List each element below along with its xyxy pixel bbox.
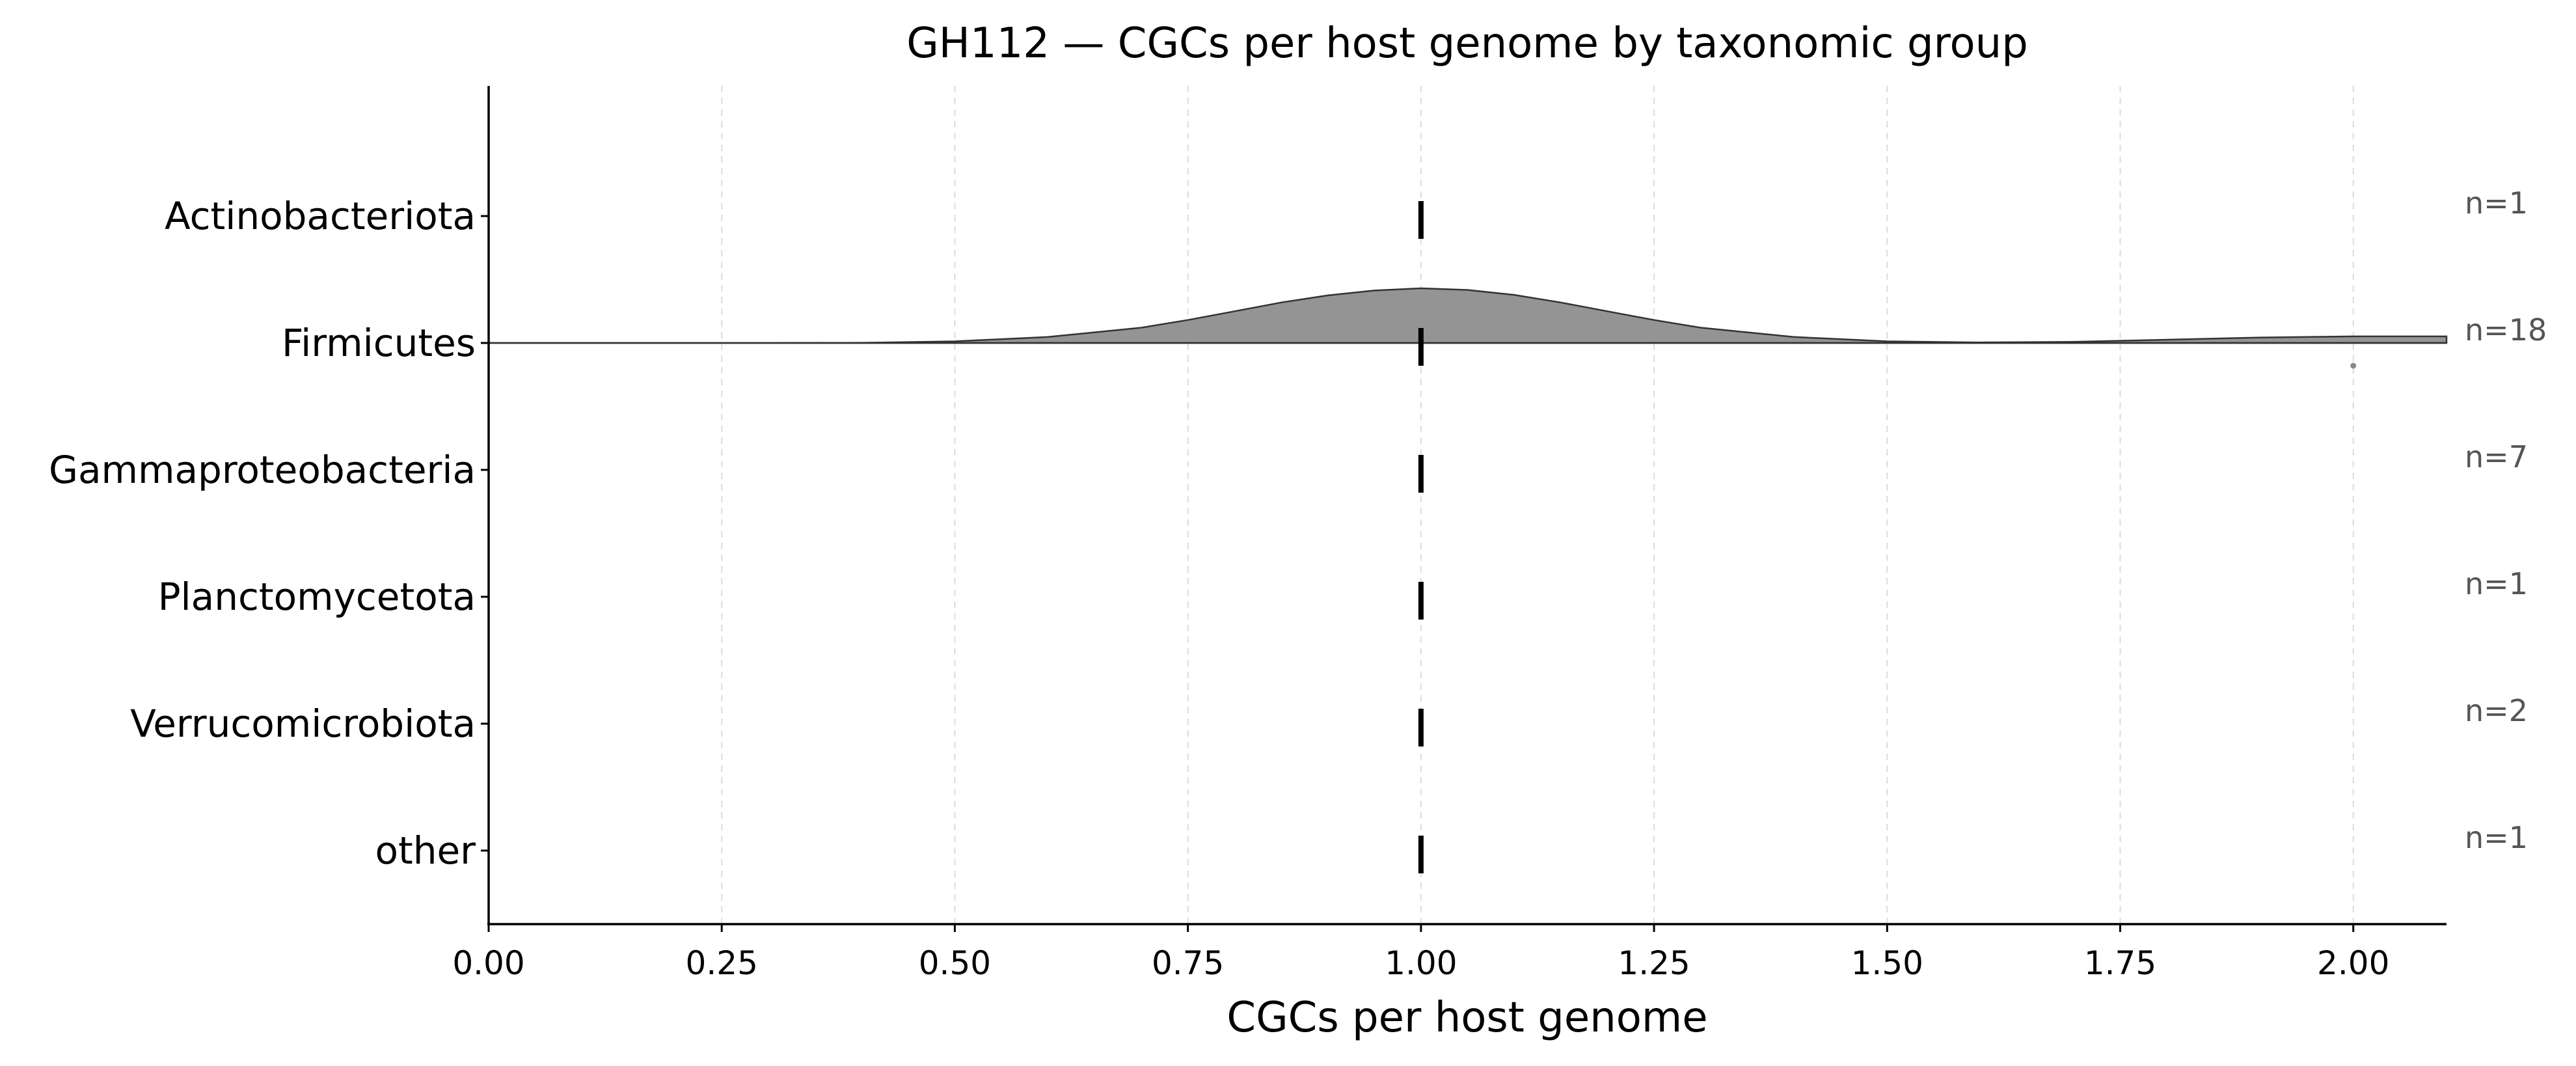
grid-lines xyxy=(721,86,2354,924)
count-label-5: n=1 xyxy=(2465,820,2528,855)
x-tick-label-7: 1.75 xyxy=(2084,944,2156,982)
category-label-3: Planctomycetota xyxy=(158,575,476,619)
x-tick-label-0: 0.00 xyxy=(452,944,524,982)
outlier-point-0 xyxy=(2350,362,2357,369)
category-labels: Actinobacteriota Firmicutes Gammaproteobac… xyxy=(49,194,489,873)
count-label-0: n=1 xyxy=(2465,185,2528,221)
category-label-1: Firmicutes xyxy=(282,321,476,365)
density-curves xyxy=(489,287,2448,344)
outlier-points xyxy=(2350,362,2357,369)
category-label-4: Verrucomicrobiota xyxy=(130,702,476,746)
x-tick-label-8: 2.00 xyxy=(2317,944,2389,982)
x-tick-label-1: 0.25 xyxy=(686,944,758,982)
count-labels: n=1 n=18 n=7 n=1 n=2 n=1 xyxy=(2465,185,2547,855)
chart-title: GH112 — CGCs per host genome by taxonomi… xyxy=(906,20,2028,68)
x-tick-label-6: 1.50 xyxy=(1851,944,1923,982)
count-label-2: n=7 xyxy=(2465,439,2528,474)
category-label-0: Actinobacteriota xyxy=(165,194,476,238)
axes xyxy=(487,86,2447,925)
x-tick-label-3: 0.75 xyxy=(1152,944,1224,982)
density-area-firmicutes xyxy=(489,287,2448,344)
count-label-3: n=1 xyxy=(2465,566,2528,601)
x-tick-label-5: 1.25 xyxy=(1618,944,1690,982)
x-tick-labels: 0.00 0.25 0.50 0.75 1.00 1.25 1.50 1.75 2.00 xyxy=(452,924,2389,982)
count-label-4: n=2 xyxy=(2465,693,2528,728)
category-label-5: other xyxy=(375,828,476,873)
x-axis-label: CGCs per host genome xyxy=(1227,994,1707,1042)
x-tick-label-2: 0.50 xyxy=(919,944,991,982)
x-tick-label-4: 1.00 xyxy=(1385,944,1457,982)
count-label-1: n=18 xyxy=(2465,312,2547,348)
category-label-2: Gammaproteobacteria xyxy=(49,448,476,492)
